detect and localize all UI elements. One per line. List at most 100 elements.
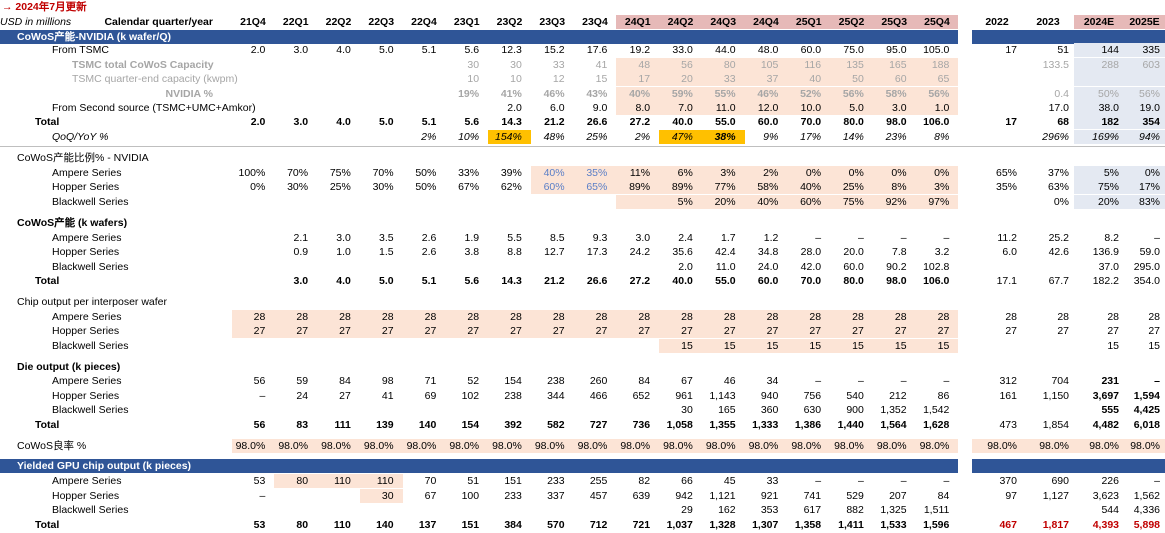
value-cell: 3.0 xyxy=(293,274,309,287)
value-cell: 111 xyxy=(334,418,351,431)
value-cell: 48 xyxy=(616,57,660,73)
value-cell: 0.4 xyxy=(1054,87,1069,100)
value-cell xyxy=(972,260,1022,275)
value-cell: 116 xyxy=(787,57,831,73)
value-cell: 97% xyxy=(915,194,959,210)
value-cell xyxy=(531,403,574,418)
value-cell xyxy=(232,245,275,260)
value-cell: 52 xyxy=(467,374,480,387)
value-cell xyxy=(1022,72,1074,87)
value-cell: 94% xyxy=(1124,129,1165,145)
value-cell: 921 xyxy=(760,489,779,502)
quarter-header: 21Q4 xyxy=(240,15,266,28)
quarter-header: 23Q2 xyxy=(496,15,523,28)
value-cell: 5.6 xyxy=(464,274,480,287)
value-cell: 15 xyxy=(1148,339,1160,352)
value-cell: 28 xyxy=(1148,310,1160,323)
value-cell xyxy=(488,260,531,275)
value-cell: 233 xyxy=(547,474,565,487)
value-cell: 27 xyxy=(1107,324,1119,337)
row-label: Ampere Series xyxy=(52,474,122,487)
row-label: Total xyxy=(35,274,60,287)
value-cell: 11.0 xyxy=(715,260,736,273)
value-cell: 3.0 xyxy=(336,231,351,244)
value-cell: 27 xyxy=(573,323,617,339)
value-cell: 540 xyxy=(846,389,864,402)
value-cell: 98.0% xyxy=(787,438,831,454)
value-cell: 27 xyxy=(872,323,916,339)
value-cell: 15 xyxy=(1107,339,1119,352)
value-cell: 8% xyxy=(872,179,916,195)
value-cell: 19.0 xyxy=(1124,100,1165,116)
value-cell: 360 xyxy=(760,403,779,416)
value-cell: 15 xyxy=(595,72,608,85)
value-cell xyxy=(574,403,617,418)
value-cell: 17.0 xyxy=(1048,101,1069,114)
value-cell: 98.0% xyxy=(915,438,959,454)
value-cell: 95.0 xyxy=(886,43,907,56)
value-cell: 466 xyxy=(589,389,608,402)
value-cell xyxy=(232,87,275,102)
value-cell: 5,898 xyxy=(1133,518,1160,531)
value-cell: 17 xyxy=(1005,43,1017,56)
value-cell: 727 xyxy=(589,418,608,431)
value-cell xyxy=(972,403,1022,418)
value-cell: 55.0 xyxy=(715,274,736,287)
value-cell: 33 xyxy=(552,58,565,71)
value-cell: 188 xyxy=(915,57,959,73)
value-cell: 105.0 xyxy=(923,43,950,56)
section-band xyxy=(0,458,958,474)
value-cell: 690 xyxy=(1051,474,1069,487)
value-cell xyxy=(317,72,360,87)
value-cell: 52% xyxy=(787,86,831,102)
value-cell: 38% xyxy=(701,129,745,145)
value-cell xyxy=(488,403,531,418)
value-cell: 75% xyxy=(830,194,873,210)
value-cell: 231 xyxy=(1101,374,1119,387)
value-cell: 75.0 xyxy=(843,43,864,56)
row-label: CoWoS产能-NVIDIA (k wafer/Q) xyxy=(17,30,172,43)
value-cell: 35% xyxy=(995,180,1017,193)
value-cell: 27.2 xyxy=(629,115,651,128)
value-cell: 7.0 xyxy=(659,100,702,116)
value-cell xyxy=(616,339,659,354)
value-cell: 20% xyxy=(1074,194,1124,210)
quarter-header: 23Q4 xyxy=(582,15,608,28)
header-label: Calendar quarter/year xyxy=(104,15,213,28)
value-cell: 20 xyxy=(659,71,702,87)
value-cell: 529 xyxy=(846,489,864,502)
unit-label: USD in millions xyxy=(0,15,72,28)
section-band xyxy=(972,29,1165,45)
value-cell: 27 xyxy=(359,323,403,339)
value-cell: 1.2 xyxy=(763,231,779,244)
value-cell: 63% xyxy=(1047,180,1069,193)
value-cell: 21.2 xyxy=(544,274,565,287)
value-cell: 238 xyxy=(547,374,565,387)
value-cell: 25.2 xyxy=(1048,231,1069,244)
value-cell: 98.0 xyxy=(886,115,907,128)
value-cell: 617 xyxy=(803,503,822,516)
value-cell: 98.0% xyxy=(972,438,1022,454)
value-cell: 288 xyxy=(1074,57,1124,73)
value-cell: 42.6 xyxy=(1048,245,1069,258)
value-cell: 28 xyxy=(530,309,574,325)
value-cell: 10% xyxy=(458,130,480,143)
value-cell: 17 xyxy=(616,71,660,87)
value-cell: 12.3 xyxy=(501,43,522,56)
value-cell: 35.6 xyxy=(672,245,693,258)
value-cell: 19% xyxy=(458,87,480,100)
value-cell: 98.0% xyxy=(1074,438,1124,454)
value-cell: 2.4 xyxy=(678,231,693,244)
value-cell xyxy=(445,339,488,354)
value-cell xyxy=(232,72,275,87)
value-cell xyxy=(445,101,488,116)
value-cell: 312 xyxy=(999,374,1017,387)
value-cell: 56% xyxy=(830,86,873,102)
value-cell: 33 xyxy=(766,474,779,487)
value-cell: 4.0 xyxy=(336,43,351,56)
value-cell: 140 xyxy=(418,418,437,431)
row-label: Ampere Series xyxy=(52,166,122,179)
value-cell: 1,564 xyxy=(880,418,907,431)
value-cell: 30 xyxy=(359,488,403,504)
value-cell: 34.8 xyxy=(757,245,779,258)
